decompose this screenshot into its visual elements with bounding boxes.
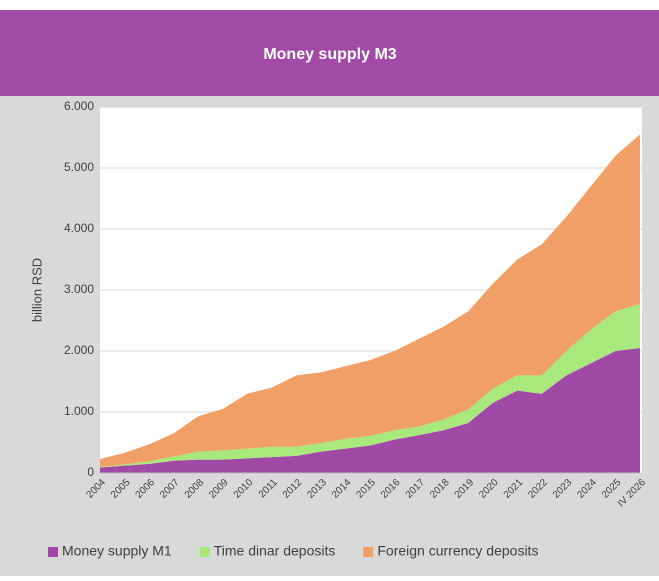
y-tick-label: 0 xyxy=(87,465,94,479)
legend-swatch xyxy=(363,547,374,557)
y-axis-title: billion RSD xyxy=(29,258,44,322)
area xyxy=(100,134,640,467)
area xyxy=(100,347,640,473)
y-tick-label: 5.000 xyxy=(64,160,94,174)
y-tick-label: 6.000 xyxy=(64,99,94,113)
chart-title: Money supply M3 xyxy=(263,46,396,63)
area xyxy=(100,304,640,468)
header xyxy=(0,10,659,96)
y-tick-label: 1.000 xyxy=(64,404,94,418)
legend-label: Time dinar deposits xyxy=(214,543,336,559)
y-tick-label: 4.000 xyxy=(64,221,94,235)
legend-swatch xyxy=(199,547,210,557)
legend-label: Foreign currency deposits xyxy=(377,543,538,559)
legend-label: Money supply M1 xyxy=(62,543,172,559)
legend-swatch xyxy=(48,547,58,557)
y-tick-label: 2.000 xyxy=(64,343,94,357)
y-tick-label: 3.000 xyxy=(64,282,94,296)
